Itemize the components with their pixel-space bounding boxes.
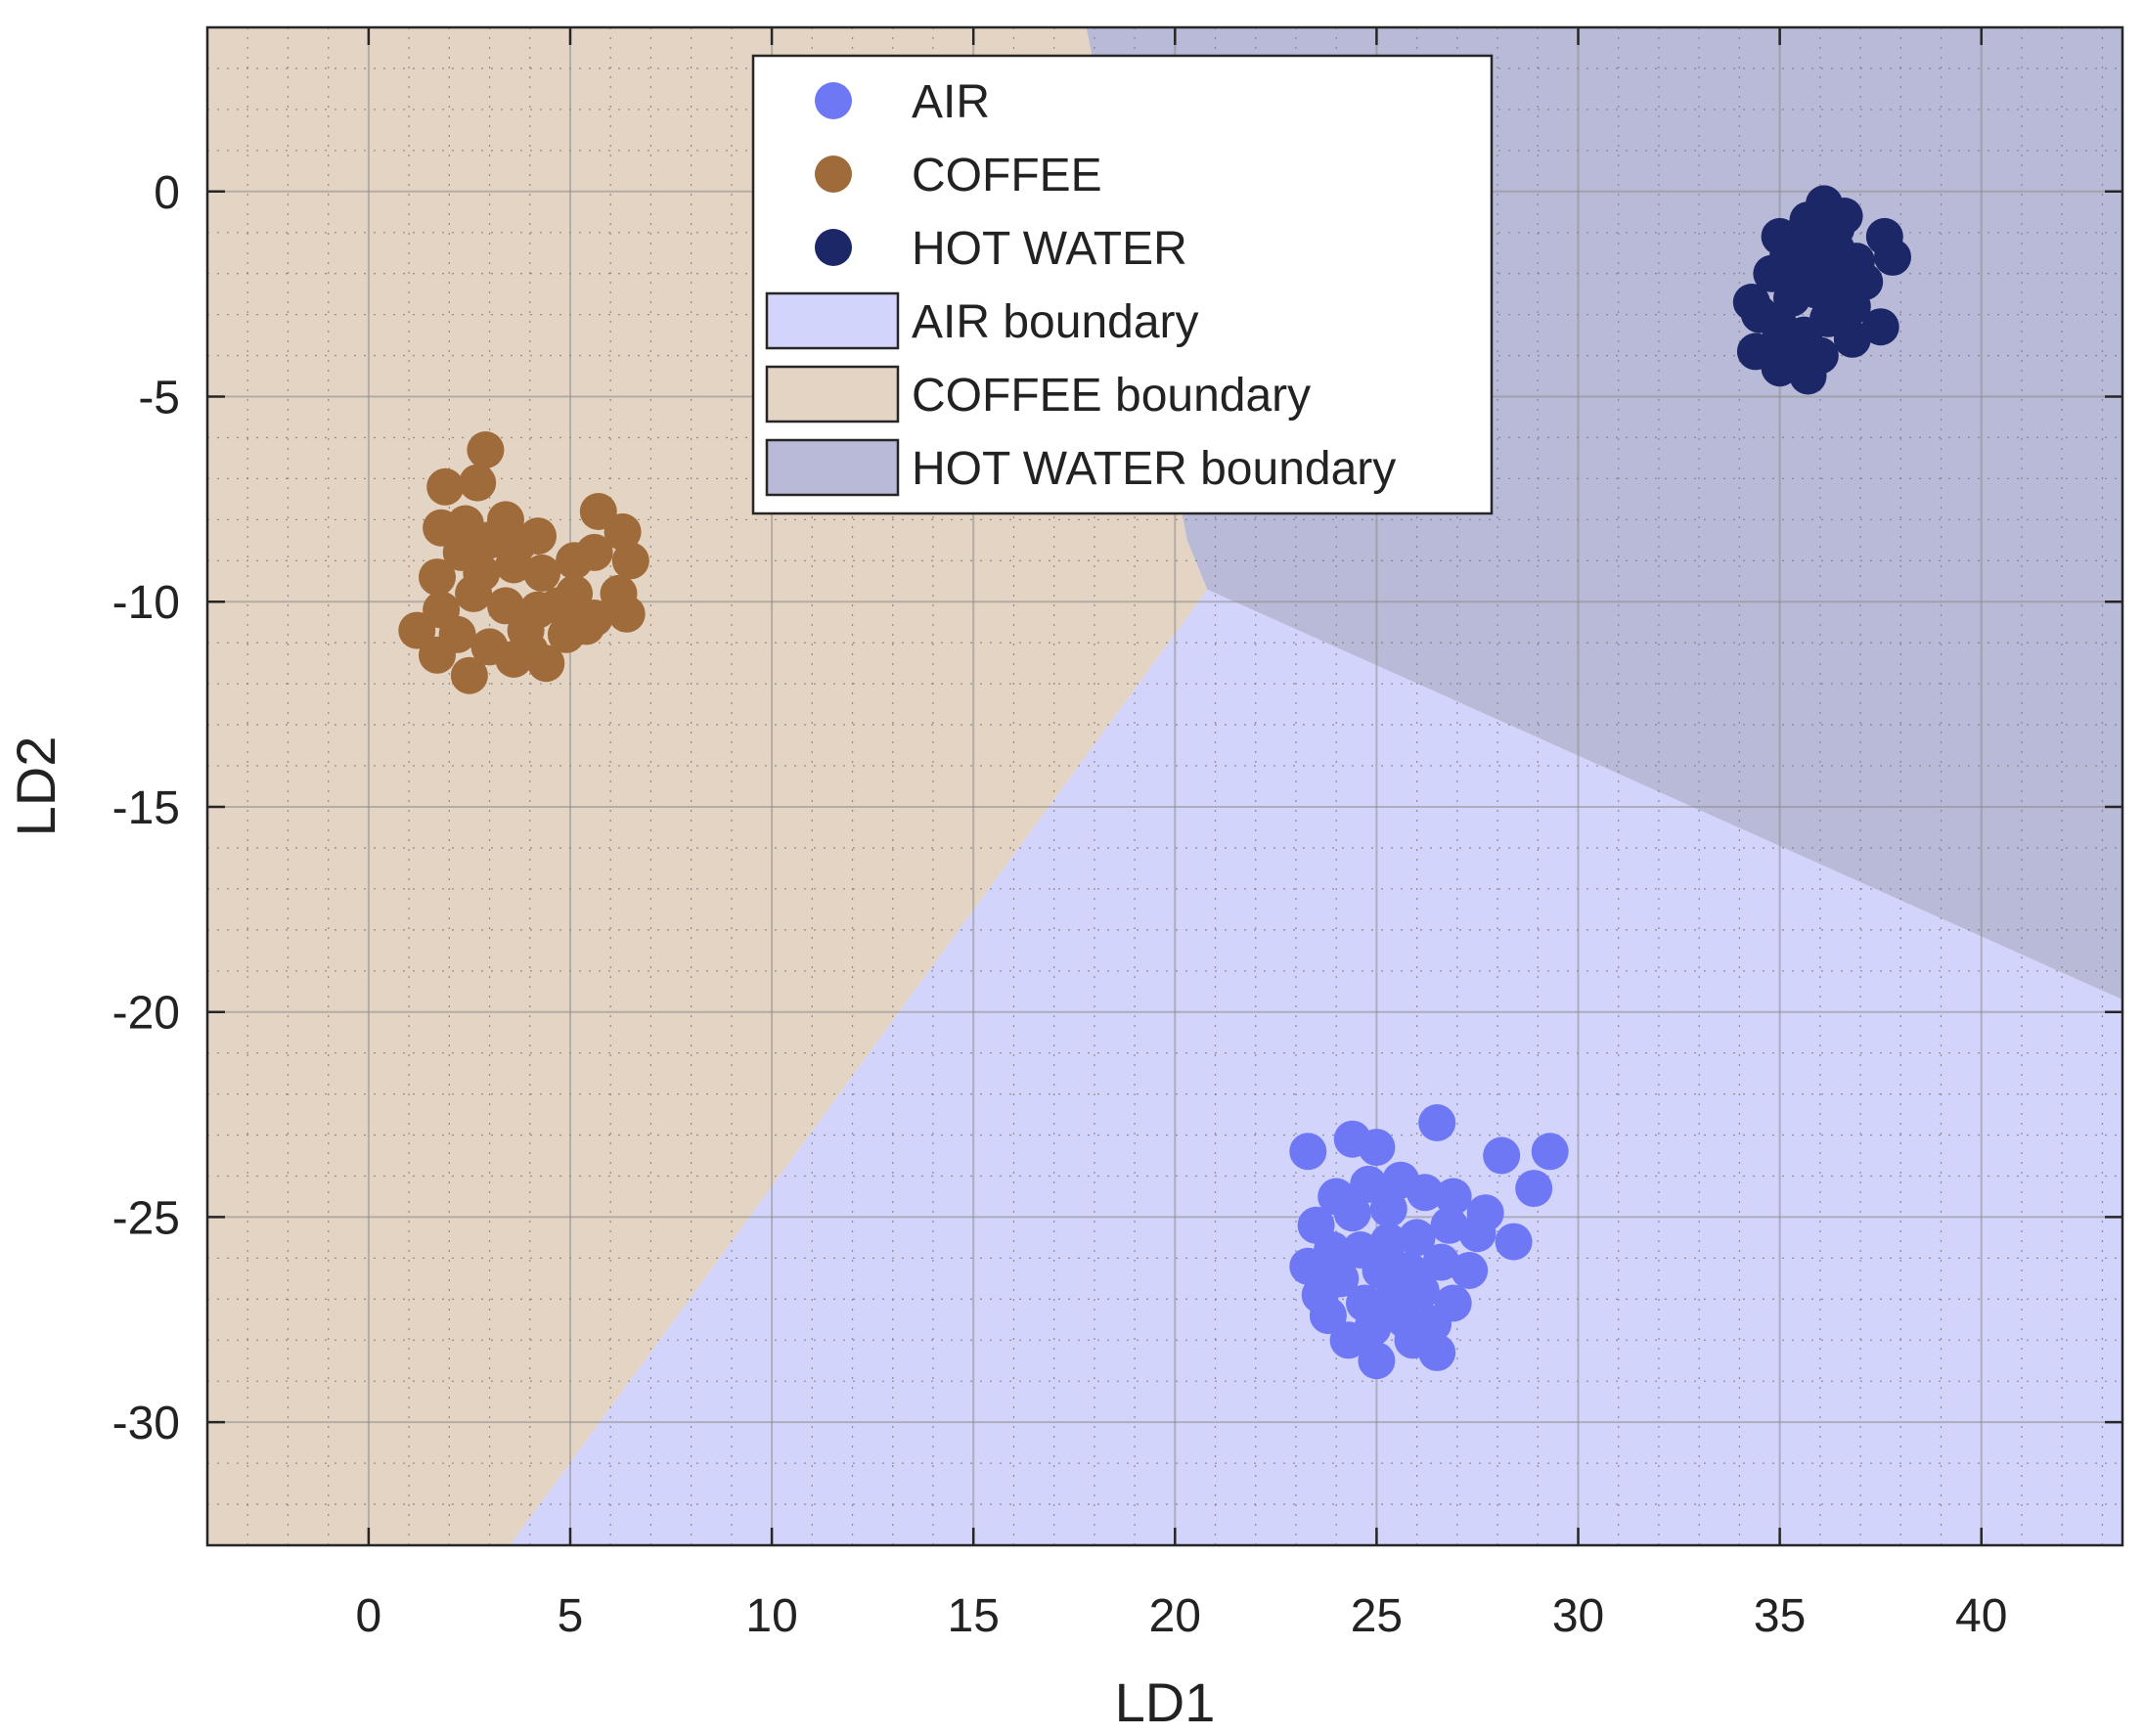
coffee-point [450,656,488,694]
coffee-legend-label: COFFEE [912,150,1102,201]
y-tick-label: -15 [112,782,180,834]
air-boundary-legend-patch [765,291,900,350]
coffee-point [575,533,613,571]
y-tick-label: -25 [112,1192,180,1244]
x-tick-label: 40 [1955,1590,2007,1642]
air-boundary-region [510,589,2122,1545]
y-tick-label: -10 [112,577,180,629]
coffee-point [611,542,649,580]
x-tick-label: 15 [948,1590,1000,1642]
coffee-point [463,554,501,592]
hot-water-point [1773,279,1810,317]
air-point [1406,1174,1444,1212]
air-point [1495,1223,1533,1261]
air-point [1451,1252,1489,1289]
hot-water-point [1781,336,1819,375]
x-tick-label: 25 [1351,1590,1403,1642]
hot-water-legend-marker [815,229,852,266]
air-point [1362,1252,1400,1289]
coffee-legend-marker [815,156,852,193]
coffee-point [419,558,456,597]
air-point [1314,1231,1352,1269]
x-axis-label: LD1 [1115,1671,1216,1731]
coffee-boundary-legend-patch [765,365,900,423]
hot-water-legend-label: HOT WATER [912,223,1187,275]
air-point [1386,1301,1424,1339]
air-point [1390,1252,1428,1289]
hot-water-boundary-legend-label: HOT WATER boundary [912,443,1396,495]
coffee-point [607,595,646,633]
data-points [398,185,1911,1380]
air-point [1483,1136,1521,1175]
coffee-point [398,611,436,649]
coffee-point [426,467,465,506]
hot-water-boundary-legend-patch [765,438,900,497]
coffee-point [539,587,577,625]
coffee-point [446,505,484,543]
air-series [1289,1104,1569,1380]
air-point [1358,1129,1396,1167]
coffee-point [459,464,497,502]
hot-water-series [1732,185,1911,395]
coffee-point [487,587,524,625]
air-point [1350,1165,1388,1203]
coffee-point [511,632,549,670]
air-point [1422,1243,1460,1281]
air-point [1414,1305,1452,1343]
x-tick-label: 30 [1552,1590,1604,1642]
coffee-point [567,607,605,645]
plot-frame [205,25,2124,1547]
x-tick-label: 5 [558,1590,584,1642]
coffee-point [523,554,561,592]
air-point [1354,1309,1392,1347]
hot-water-point [1732,284,1770,321]
air-boundary-legend-label: AIR boundary [912,296,1199,348]
air-point [1531,1133,1569,1171]
coffee-boundary-legend-label: COFFEE boundary [912,370,1311,422]
y-tick-label: -20 [112,988,180,1040]
hot-water-point [1809,254,1848,292]
axis-ticks [207,27,2122,1545]
y-tick-label: 0 [154,167,180,219]
air-point [1418,1104,1456,1141]
coffee-point [499,525,537,563]
hot-water-point [1833,288,1871,326]
axis-tick-labels: 0 5 10 15 20 25 30 35 40 0 -5 -10 -15 -20 -25 -30 [112,167,2008,1642]
y-tick-label: -30 [112,1398,180,1449]
legend-box [751,54,1494,515]
coffee-point [470,628,509,666]
x-tick-label: 10 [745,1590,797,1642]
x-tick-label: 0 [356,1590,382,1642]
coffee-series [398,431,649,694]
air-point [1515,1170,1553,1208]
air-point [1289,1133,1327,1171]
legend: AIR COFFEE HOT WATER AIR boundary COFFEE bou… [751,54,1494,515]
air-point [1369,1190,1407,1227]
air-point [1301,1276,1339,1314]
air-point [1434,1178,1472,1216]
hot-water-point [1833,320,1871,358]
air-point [1358,1342,1396,1380]
air-point [1430,1206,1468,1244]
y-axis-label: LD2 [5,736,67,837]
x-tick-label: 20 [1149,1590,1201,1642]
air-point [1333,1194,1371,1232]
y-tick-label: -5 [138,373,180,424]
air-legend-marker [815,82,852,119]
coffee-point [438,615,476,653]
air-point [1369,1223,1407,1261]
coffee-point [467,431,505,468]
hot-water-point [1861,308,1899,346]
air-legend-label: AIR [912,76,990,128]
air-point [1398,1219,1436,1257]
x-tick-label: 35 [1754,1590,1806,1642]
coffee-point [603,512,642,551]
hot-water-point [1817,209,1855,247]
hot-water-point [1777,250,1815,289]
air-point [1458,1215,1496,1253]
coffee-point [579,493,617,530]
hot-water-point [1874,238,1911,276]
